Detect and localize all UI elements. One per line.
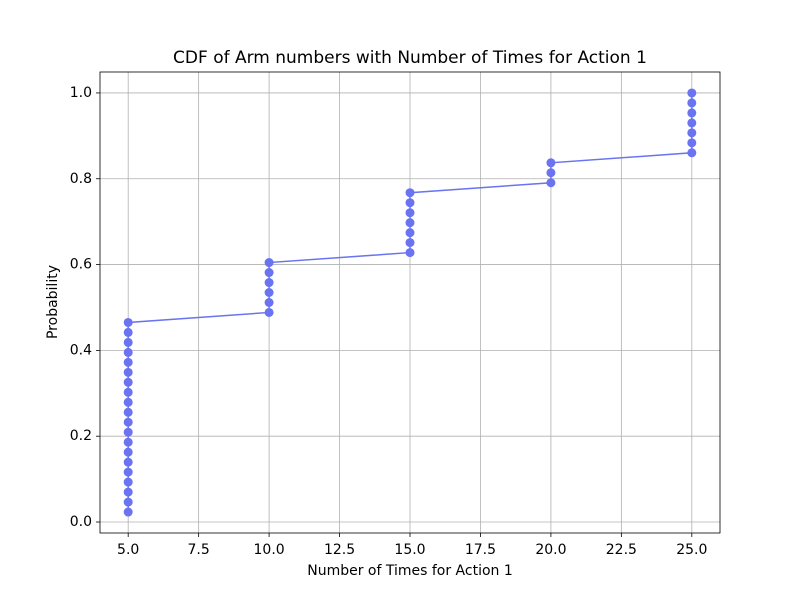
data-point (123, 467, 133, 477)
x-tick-label: 7.5 (188, 542, 210, 558)
data-point (687, 138, 697, 148)
data-point (123, 387, 133, 397)
data-point (123, 417, 133, 427)
data-point (264, 258, 274, 268)
data-point (264, 288, 274, 298)
data-point (123, 427, 133, 437)
data-point (123, 407, 133, 417)
y-tick-label: 0.2 (70, 428, 92, 444)
data-point (405, 208, 415, 218)
data-point (405, 218, 415, 228)
data-point (264, 268, 274, 278)
data-point (123, 457, 133, 467)
data-point (123, 377, 133, 387)
data-point (546, 168, 556, 178)
y-tick-label: 0.6 (70, 257, 92, 273)
y-tick-label: 1.0 (70, 85, 92, 101)
data-point (405, 248, 415, 258)
data-point (123, 437, 133, 447)
data-point (546, 158, 556, 168)
data-point (687, 128, 697, 138)
data-point (123, 397, 133, 407)
data-point (123, 367, 133, 377)
y-tick-label: 0.4 (70, 342, 92, 358)
x-tick-label: 10.0 (254, 542, 285, 558)
data-point (405, 198, 415, 208)
x-tick-label: 22.5 (606, 542, 637, 558)
x-tick-label: 5.0 (117, 542, 139, 558)
x-tick-label: 25.0 (676, 542, 707, 558)
x-tick-label: 17.5 (465, 542, 496, 558)
data-point (123, 327, 133, 337)
data-point (123, 497, 133, 507)
data-point (687, 148, 697, 158)
data-point (405, 228, 415, 238)
data-point (264, 307, 274, 317)
data-point (123, 447, 133, 457)
y-tick-label: 0.0 (70, 514, 92, 530)
plot-frame (99, 71, 721, 534)
chart-title: CDF of Arm numbers with Number of Times … (173, 48, 647, 68)
data-point (123, 317, 133, 327)
data-point (123, 347, 133, 357)
data-point (123, 507, 133, 517)
data-point (687, 108, 697, 118)
data-point (264, 278, 274, 288)
data-point (405, 238, 415, 248)
data-point (546, 178, 556, 188)
data-point (123, 357, 133, 367)
x-tick-label: 12.5 (324, 542, 355, 558)
data-point (123, 487, 133, 497)
y-axis-label: Probability (45, 265, 61, 339)
data-point (123, 477, 133, 487)
x-axis-label: Number of Times for Action 1 (307, 563, 513, 579)
x-tick-label: 20.0 (535, 542, 566, 558)
y-tick-label: 0.8 (70, 171, 92, 187)
data-point (687, 88, 697, 98)
data-point (264, 298, 274, 307)
data-point (687, 118, 697, 128)
x-tick-label: 15.0 (394, 542, 425, 558)
data-point (405, 188, 415, 198)
data-point (687, 98, 697, 108)
data-point (123, 337, 133, 347)
